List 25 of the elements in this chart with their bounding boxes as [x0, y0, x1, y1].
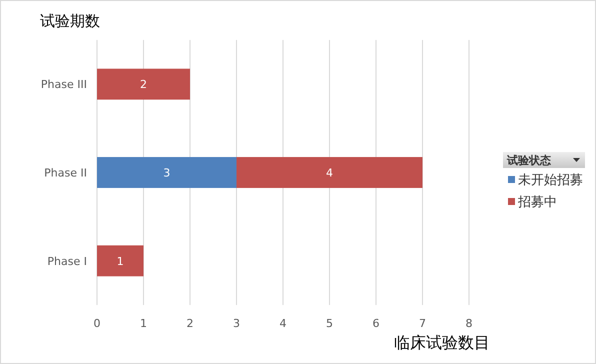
x-axis-title: 临床试验数目 — [394, 333, 490, 352]
x-tick-label: 4 — [280, 317, 286, 330]
data-label: 3 — [163, 166, 170, 180]
x-tick-label: 0 — [94, 317, 100, 330]
y-axis-title: 试验期数 — [40, 12, 100, 30]
bar — [97, 245, 144, 276]
legend-label: 未开始招募 — [518, 173, 583, 188]
data-label: 4 — [326, 166, 333, 180]
x-tick-label: 2 — [186, 317, 194, 330]
x-tick-label: 5 — [326, 317, 333, 330]
x-tick-label: 8 — [466, 317, 472, 330]
x-tick-label: 3 — [233, 317, 240, 330]
data-label: 2 — [140, 78, 147, 92]
data-label: 1 — [116, 254, 124, 268]
bar — [97, 157, 236, 188]
bar — [236, 157, 422, 188]
y-tick-label: Phase III — [40, 78, 87, 92]
y-tick-label: Phase I — [47, 254, 87, 268]
legend-title: 试验状态 — [506, 154, 552, 167]
y-tick-label: Phase II — [44, 166, 87, 180]
legend-label: 招募中 — [517, 195, 557, 210]
x-tick-label: 6 — [372, 317, 380, 330]
bar — [97, 68, 190, 100]
x-tick-label: 7 — [419, 317, 426, 330]
x-tick-label: 1 — [140, 317, 147, 330]
